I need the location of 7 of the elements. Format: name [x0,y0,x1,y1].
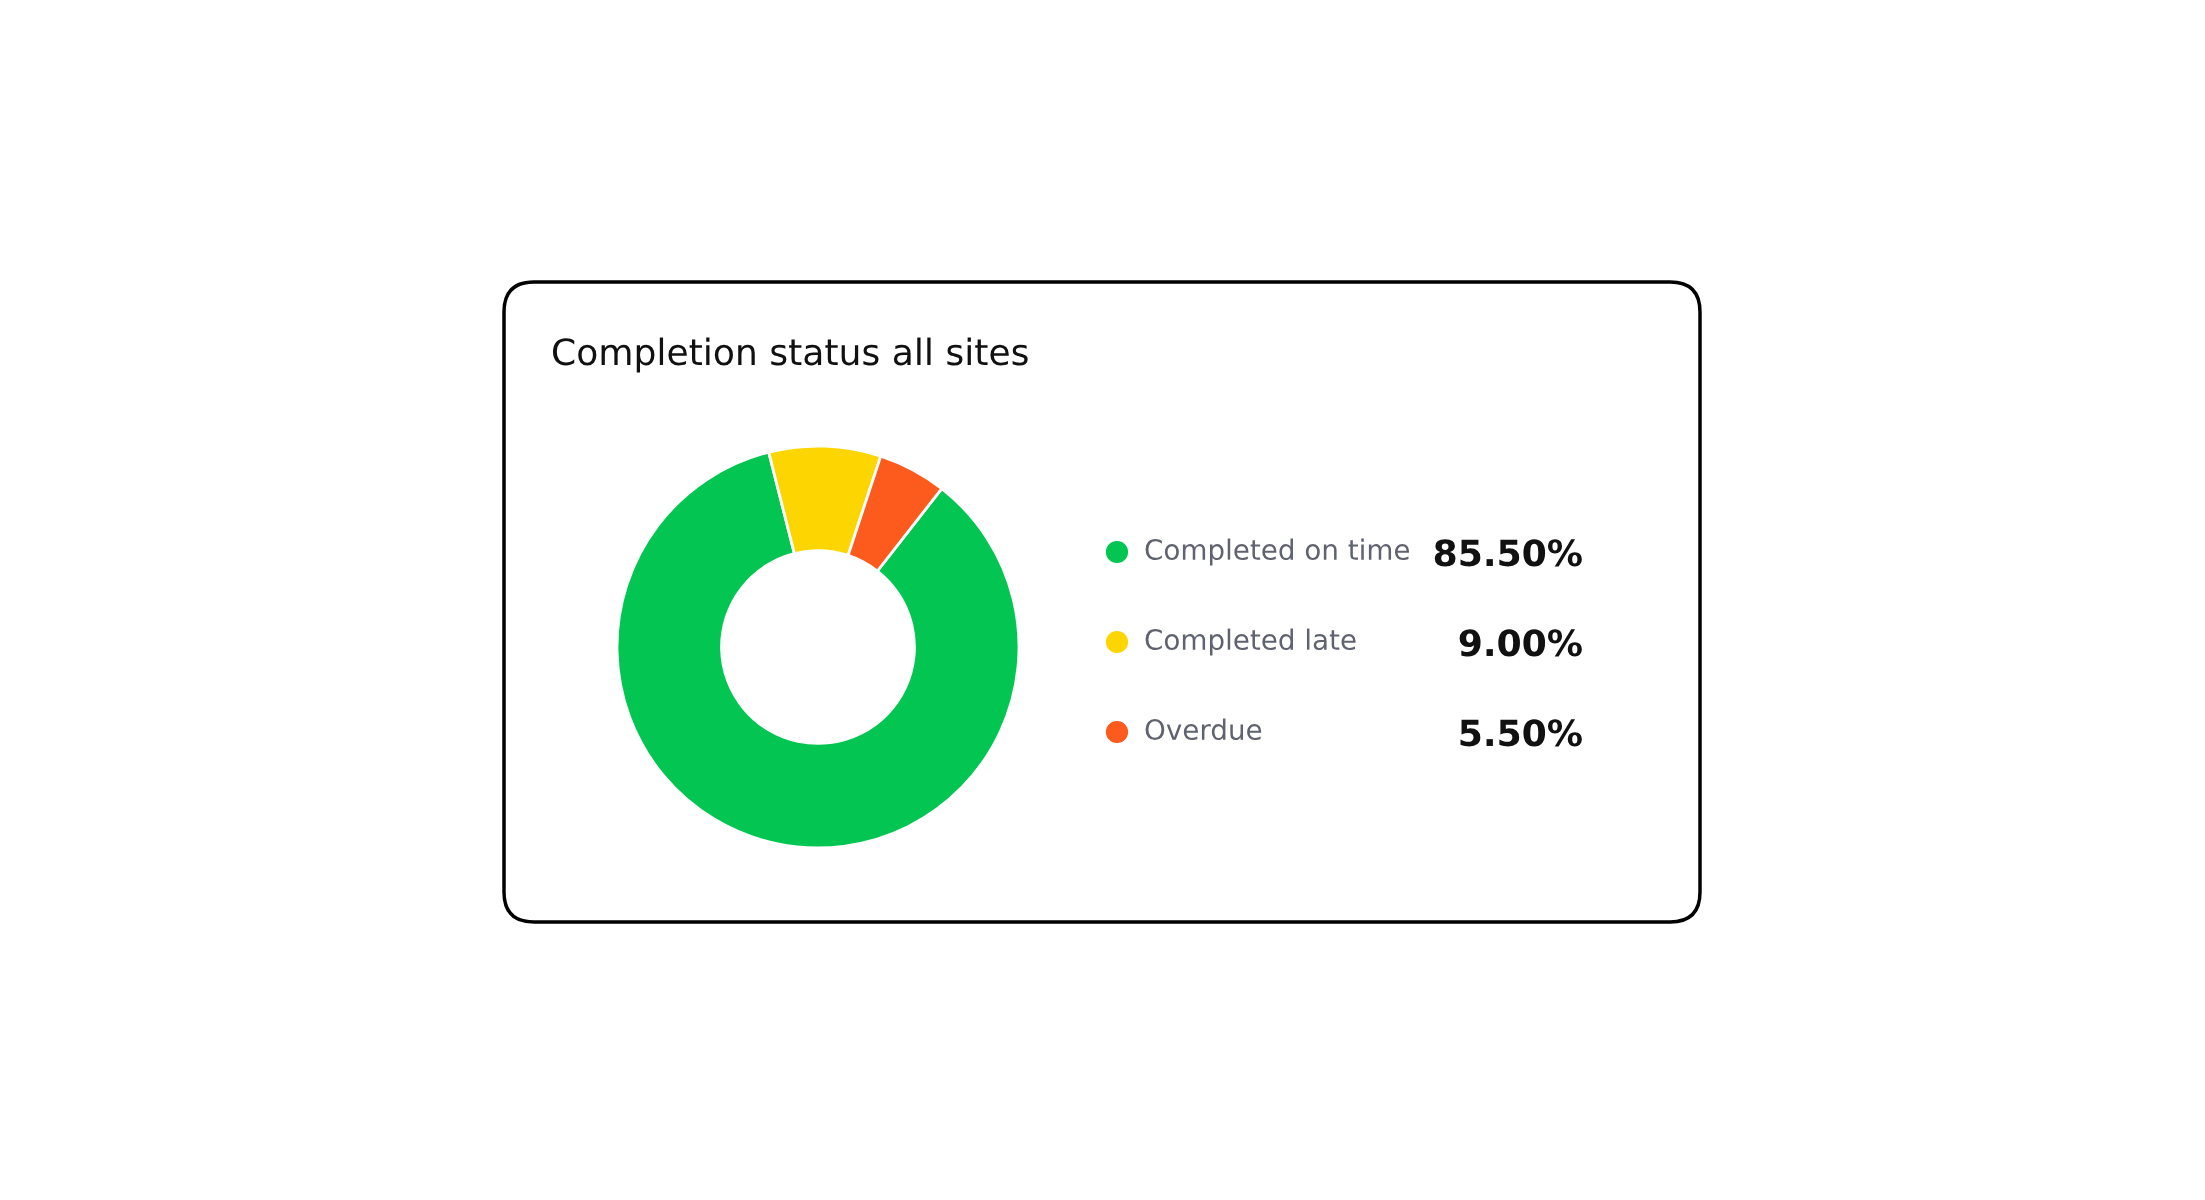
data-label: 9.00% [1459,629,1582,657]
legend-label: Overdue [1145,718,1262,741]
data-label: 5.50% [1460,719,1582,747]
legend-label: Completed late [1145,628,1356,656]
data-label: 85.50% [1434,539,1582,567]
legend-label: Completed on time [1145,538,1410,566]
chart-title: Completion status all sites [553,337,1028,373]
